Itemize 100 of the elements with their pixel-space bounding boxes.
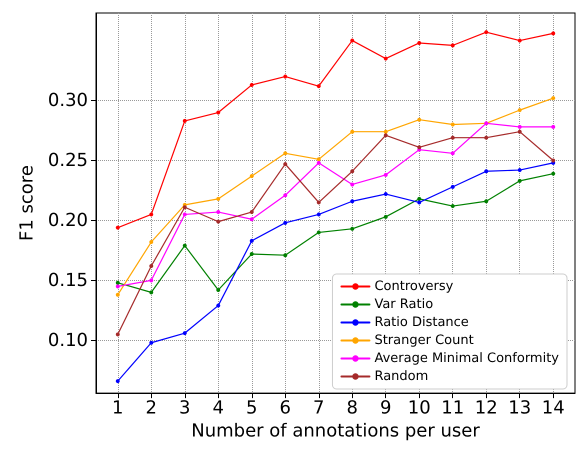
x-tick-label: 5: [246, 398, 258, 419]
point: [250, 174, 254, 178]
point: [518, 168, 522, 172]
point: [450, 204, 455, 208]
point: [417, 118, 422, 122]
point: [484, 199, 488, 204]
point: [116, 292, 120, 297]
x-tick-label: 6: [280, 398, 291, 419]
point: [316, 230, 321, 234]
point: [149, 290, 154, 294]
point: [484, 136, 488, 140]
x-tick-label: 7: [313, 398, 324, 419]
x-tick-label: 9: [380, 398, 392, 419]
point: [283, 253, 288, 258]
point: [350, 169, 354, 174]
point: [450, 136, 455, 140]
x-tick-label: 3: [179, 398, 190, 419]
x-tick-label: 8: [346, 398, 358, 419]
point: [518, 108, 522, 112]
point: [384, 172, 388, 177]
x-tick-label: 13: [508, 398, 532, 419]
point: [149, 240, 154, 244]
point: [350, 38, 354, 43]
point: [283, 162, 288, 166]
point: [250, 217, 254, 222]
point: [417, 40, 422, 45]
point: [384, 130, 388, 134]
point: [450, 184, 455, 189]
point: [551, 172, 556, 176]
legend-label: Ratio Distance: [374, 315, 469, 330]
point: [182, 205, 187, 210]
point: [316, 157, 321, 162]
x-tick-label: 10: [408, 398, 431, 419]
point: [417, 200, 422, 204]
point: [250, 252, 254, 256]
point: [316, 160, 321, 165]
y-tick-label: 0.25: [48, 150, 88, 171]
point: [417, 145, 422, 150]
point: [283, 151, 288, 156]
point: [149, 278, 154, 282]
point: [250, 210, 254, 214]
point: [216, 304, 220, 308]
point: [350, 226, 354, 231]
point: [384, 133, 388, 138]
x-tick-label: 12: [474, 398, 498, 419]
point: [316, 212, 321, 216]
point: [216, 110, 220, 115]
y-tick-label: 0.15: [48, 270, 88, 291]
point: [216, 288, 220, 292]
point: [216, 210, 220, 214]
y-axis-title: F1 score: [16, 165, 38, 242]
point: [116, 226, 120, 230]
x-tick-label: 2: [146, 398, 157, 419]
point: [182, 331, 187, 336]
point: [384, 192, 388, 196]
y-tick-label: 0.30: [48, 90, 88, 112]
point: [250, 82, 254, 87]
point: [551, 31, 556, 36]
point: [116, 332, 120, 336]
point: [518, 124, 522, 129]
point: [116, 379, 120, 384]
point: [283, 220, 288, 225]
point: [518, 130, 522, 134]
point: [149, 212, 154, 216]
point: [182, 244, 187, 248]
point: [250, 238, 254, 243]
point: [484, 30, 488, 34]
point: [450, 151, 455, 156]
point: [216, 220, 220, 224]
point: [283, 193, 288, 198]
point: [518, 38, 522, 43]
point: [518, 178, 522, 183]
x-tick-label: 4: [212, 398, 224, 419]
point: [149, 264, 154, 268]
point: [216, 196, 220, 201]
legend-label: Average Minimal Conformity: [374, 351, 560, 366]
y-tick-label: 0.10: [48, 330, 88, 351]
point: [417, 196, 422, 201]
legend-label: Var Ratio: [374, 297, 434, 312]
legend-label: Stranger Count: [374, 333, 474, 348]
point: [350, 199, 354, 204]
point: [384, 56, 388, 61]
point: [283, 74, 288, 79]
point: [551, 96, 556, 100]
point: [384, 214, 388, 219]
point: [116, 284, 120, 288]
legend-label: Controversy: [374, 279, 454, 294]
point: [316, 84, 321, 88]
x-tick-label: 14: [542, 398, 565, 419]
point: [182, 118, 187, 123]
point: [350, 182, 354, 186]
x-tick-label: 11: [441, 398, 464, 419]
point: [182, 212, 187, 216]
point: [116, 280, 120, 285]
point: [149, 340, 154, 345]
point: [551, 158, 556, 162]
x-axis-title: Number of annotations per user: [191, 420, 480, 442]
legend-label: Random: [374, 369, 428, 384]
point: [450, 43, 455, 48]
point: [450, 122, 455, 127]
